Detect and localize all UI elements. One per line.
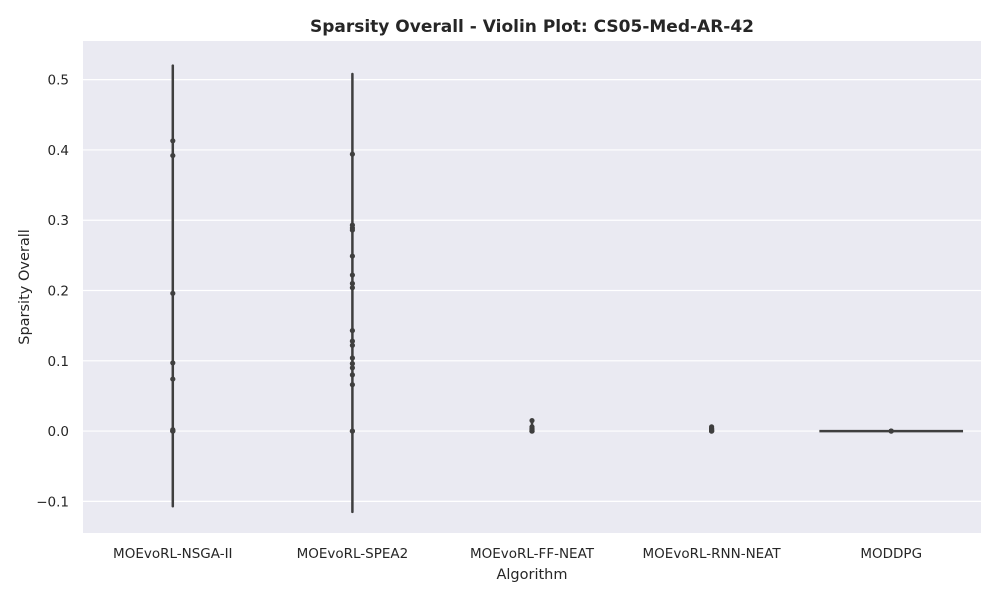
data-point (170, 360, 176, 366)
violin-1 (170, 64, 176, 508)
data-point (170, 428, 176, 434)
data-point (349, 361, 355, 367)
violin-5 (819, 428, 964, 434)
y-tick-label: 0.0 (48, 424, 69, 440)
data-point (349, 227, 355, 233)
x-axis-label: Algorithm (496, 567, 567, 583)
y-tick-label: 0.5 (48, 73, 69, 89)
x-tick-label: MOEvoRL-RNN-NEAT (643, 546, 782, 562)
data-point (349, 338, 355, 344)
data-point (349, 372, 355, 378)
data-point (349, 151, 355, 157)
x-tick-label: MOEvoRL-FF-NEAT (470, 546, 595, 562)
y-tick-labels: −0.1 0.0 0.1 0.2 0.3 0.4 0.5 (36, 73, 69, 511)
data-point (349, 253, 355, 259)
plot-area (83, 41, 981, 533)
y-tick-label: 0.4 (48, 143, 69, 159)
data-point (349, 428, 355, 434)
y-tick-label: −0.1 (36, 494, 69, 510)
data-point (170, 138, 176, 144)
data-point (349, 382, 355, 388)
data-point (349, 285, 355, 291)
data-point (349, 280, 355, 287)
violin-3 (529, 417, 535, 434)
x-tick-labels: MOEvoRL-NSGA-II MOEvoRL-SPEA2 MOEvoRL-FF-N… (113, 546, 922, 562)
data-point (888, 428, 894, 434)
data-point (349, 272, 355, 278)
x-tick-label: MOEvoRL-NSGA-II (113, 546, 233, 562)
violin-4 (709, 424, 715, 434)
data-point (349, 355, 355, 361)
data-point (349, 365, 355, 371)
y-tick-label: 0.2 (48, 284, 69, 300)
data-point (170, 376, 176, 382)
x-tick-label: MOEvoRL-SPEA2 (297, 546, 409, 562)
data-point (709, 428, 715, 434)
y-tick-label: 0.3 (48, 213, 69, 229)
data-point (529, 428, 535, 434)
grid-lines (83, 79, 981, 502)
data-point (529, 417, 535, 424)
chart-title: Sparsity Overall - Violin Plot: CS05-Med… (310, 17, 754, 37)
data-point (349, 327, 355, 334)
y-axis-label: Sparsity Overall (17, 229, 33, 345)
data-point (170, 152, 176, 159)
data-point (170, 290, 176, 296)
violin-2 (349, 72, 355, 514)
data-point (349, 342, 355, 348)
violin-marks (170, 64, 964, 514)
x-tick-label: MODDPG (860, 546, 922, 562)
y-tick-label: 0.1 (48, 354, 69, 370)
